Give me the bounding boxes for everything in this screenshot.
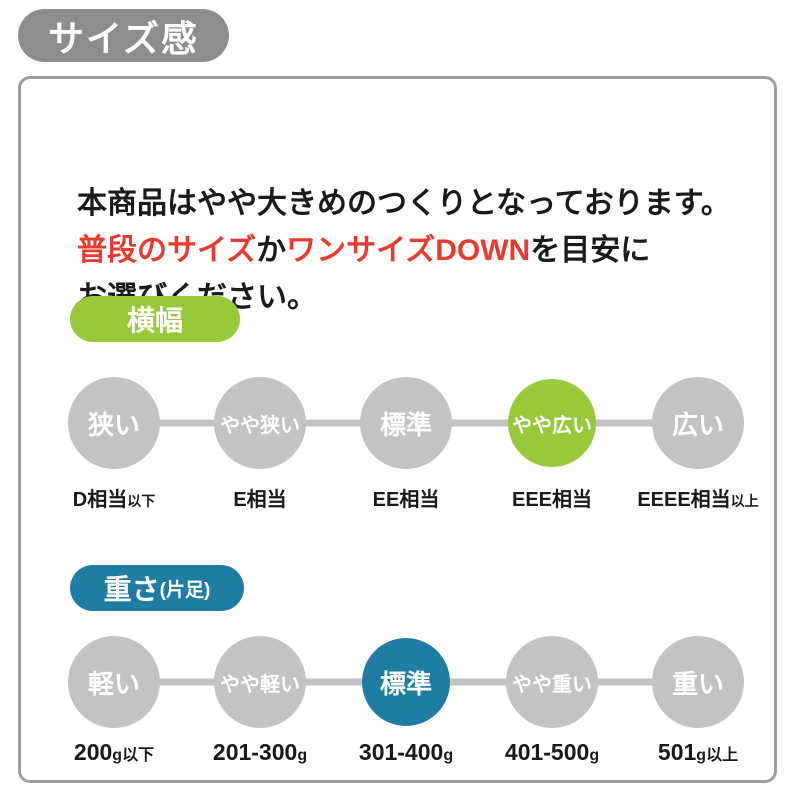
- width-step-label: 狭い: [87, 409, 140, 440]
- intro-segment: か: [256, 234, 287, 267]
- width-step-circle-slightly-wide-selected: やや広い: [508, 379, 596, 467]
- width-step-circle-slightly-narrow: やや狭い: [214, 377, 306, 469]
- weight-step-label: 軽い: [87, 668, 140, 699]
- weight-step-circle-slightly-heavy: やや重い: [506, 636, 598, 728]
- weight-scale-title-sub: (片足): [159, 579, 211, 601]
- width-step-value: E相当: [233, 489, 287, 511]
- weight-step-value: 401-500g: [504, 739, 600, 765]
- weight-scale-title-pill: 重さ (片足): [70, 565, 244, 611]
- width-step-value: EE相当: [372, 489, 440, 511]
- intro-segment-red: ワンサイズDOWN: [286, 234, 531, 267]
- width-step-circle-wide: 広い: [652, 377, 744, 469]
- intro-segment-red: 普段のサイズ: [77, 234, 257, 267]
- width-scale-title: 横幅: [126, 305, 183, 336]
- size-feel-badge-label: サイズ感: [48, 17, 199, 59]
- weight-step-value: 501g以上: [657, 739, 739, 765]
- intro-line-1: 本商品はやや大きめのつくりとなっております。: [77, 180, 731, 227]
- width-step-label: やや狭い: [220, 414, 300, 437]
- weight-step-circle-slightly-light: やや軽い: [214, 636, 306, 728]
- weight-step-label: 重い: [671, 668, 724, 699]
- width-step-label: 広い: [671, 409, 724, 440]
- weight-step-label: やや重い: [512, 673, 592, 696]
- weight-step-label: 標準: [379, 668, 432, 699]
- weight-scale-title: 重さ: [103, 574, 160, 605]
- width-scale-title-pill: 横幅: [70, 296, 240, 342]
- weight-step-label: やや軽い: [220, 673, 300, 696]
- width-step-value: D相当以下: [72, 489, 156, 511]
- weight-step-circle-heavy: 重い: [652, 636, 744, 728]
- intro-segment: 本商品はやや大きめのつくりとなっております。: [77, 187, 731, 220]
- width-step-circle-narrow: 狭い: [68, 377, 160, 469]
- width-step-label: やや広い: [512, 414, 592, 437]
- size-info-panel: 本商品はやや大きめのつくりとなっております。 普段のサイズかワンサイズDOWNを…: [18, 76, 777, 783]
- size-feel-badge: サイズ感: [18, 9, 229, 62]
- width-step-circle-standard: 標準: [360, 377, 452, 469]
- weight-step-circle-standard-selected: 標準: [362, 638, 450, 726]
- weight-step-value: 201-300g: [212, 739, 308, 765]
- intro-line-2: 普段のサイズかワンサイズDOWNを目安に: [77, 227, 731, 274]
- width-step-value: EEE相当: [511, 489, 593, 511]
- intro-segment: を目安に: [530, 234, 651, 267]
- weight-step-value: 301-400g: [358, 739, 454, 765]
- weight-step-value: 200g以下: [73, 739, 155, 765]
- width-step-label: 標準: [379, 409, 432, 440]
- width-step-value: EEEE相当以上: [637, 489, 759, 511]
- weight-step-circle-light: 軽い: [68, 636, 160, 728]
- intro-text: 本商品はやや大きめのつくりとなっております。 普段のサイズかワンサイズDOWNを…: [77, 180, 731, 321]
